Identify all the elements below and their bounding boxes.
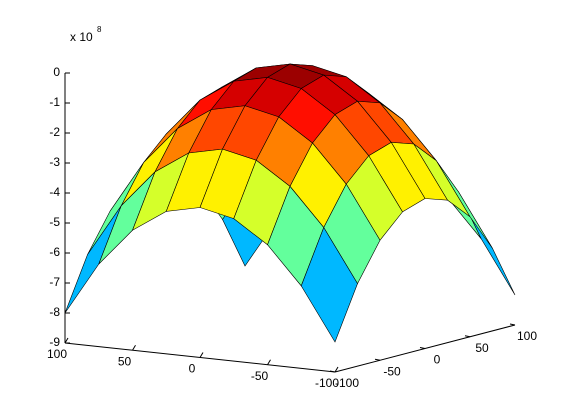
y-tick — [509, 323, 516, 326]
x-tick — [132, 344, 136, 351]
y-tick-label: 100 — [517, 329, 537, 343]
x-tick — [64, 337, 69, 344]
x-tick — [267, 359, 271, 366]
z-tick-label: -2 — [49, 125, 60, 139]
y-tick — [464, 335, 471, 338]
y-tick-label: -100 — [335, 376, 359, 390]
z-scale-label: x 10 — [70, 30, 93, 44]
x-tick-label: 50 — [118, 354, 132, 368]
z-tick-label: -3 — [49, 155, 60, 169]
z-tick-label: -4 — [49, 185, 60, 199]
z-tick-label: -1 — [49, 95, 60, 109]
x-tick-label: -100 — [315, 376, 339, 390]
y-tick — [329, 370, 336, 373]
z-scale-exponent: 8 — [97, 25, 102, 34]
z-tick-label: -5 — [49, 215, 60, 229]
surface-patch — [435, 160, 493, 249]
y-tick — [419, 347, 426, 349]
surface-patch — [300, 226, 358, 343]
x-tick-label: 100 — [47, 347, 67, 361]
y-tick-label: 0 — [434, 353, 441, 367]
y-tick-label: -50 — [383, 364, 401, 378]
x-tick — [334, 366, 339, 373]
x-tick-label: 0 — [189, 362, 196, 376]
z-tick-label: -8 — [49, 305, 60, 319]
z-tick-label: -9 — [49, 335, 60, 349]
z-tick-label: -6 — [49, 245, 60, 259]
surface-patch — [64, 205, 122, 314]
y-tick — [374, 358, 381, 361]
z-tick-label: -7 — [49, 275, 60, 289]
z-tick-label: 0 — [53, 65, 60, 79]
y-tick-label: 50 — [475, 341, 489, 355]
x-tick — [199, 352, 204, 358]
x-tick-label: -50 — [251, 369, 269, 383]
